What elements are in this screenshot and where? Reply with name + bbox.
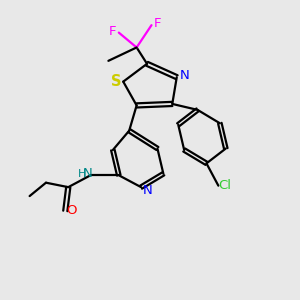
Text: S: S — [112, 74, 122, 89]
Text: N: N — [83, 167, 92, 180]
Text: N: N — [179, 69, 189, 82]
Text: H: H — [77, 169, 86, 179]
Text: F: F — [109, 25, 116, 38]
Text: Cl: Cl — [218, 179, 231, 192]
Text: N: N — [143, 184, 152, 196]
Text: O: O — [67, 204, 77, 218]
Text: F: F — [154, 17, 161, 30]
